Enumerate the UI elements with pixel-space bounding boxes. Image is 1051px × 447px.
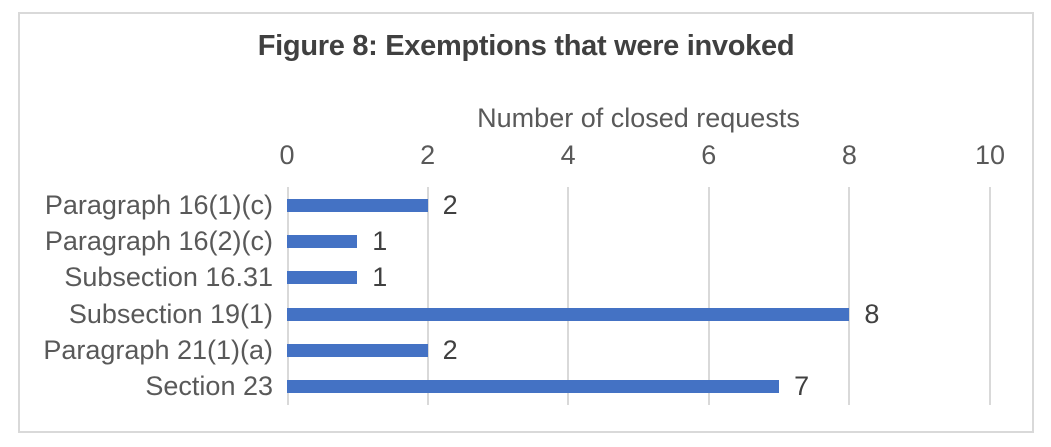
- gridline: [567, 187, 570, 405]
- bar-value-label: 1: [372, 225, 388, 256]
- bar-value-label: 2: [442, 334, 458, 365]
- gridline: [707, 187, 710, 405]
- gridline: [426, 187, 429, 405]
- category-label: Paragraph 16(2)(c): [44, 225, 273, 256]
- bar-value-label: 1: [372, 262, 388, 293]
- y-axis-line: [287, 187, 289, 405]
- category-label: Subsection 19(1): [68, 298, 273, 329]
- x-tick-label: 4: [560, 140, 576, 170]
- x-tick-label: 10: [974, 140, 1006, 170]
- x-tick-label: 0: [279, 140, 295, 170]
- gridline: [989, 187, 991, 405]
- bar-value-label: 2: [442, 189, 458, 220]
- bar: [287, 271, 358, 285]
- x-tick-label: 8: [841, 140, 857, 170]
- chart-figure: Figure 8: Exemptions that were invoked N…: [18, 12, 1034, 433]
- category-label: Section 23: [145, 371, 273, 402]
- x-tick-label: 2: [420, 140, 436, 170]
- bar: [287, 307, 850, 321]
- plot-area: 2 1 1 8 2 7: [287, 187, 991, 405]
- category-label: Paragraph 21(1)(a): [43, 334, 273, 365]
- bar: [287, 380, 780, 394]
- bar-value-label: 8: [864, 298, 880, 329]
- category-label: Subsection 16.31: [64, 262, 273, 293]
- gridline: [848, 187, 851, 405]
- category-label: Paragraph 16(1)(c): [44, 189, 273, 220]
- bar-value-label: 7: [794, 371, 810, 402]
- bar: [287, 235, 358, 248]
- chart-title: Figure 8: Exemptions that were invoked: [257, 30, 795, 62]
- x-tick-label: 6: [701, 140, 717, 170]
- x-axis-title: Number of closed requests: [477, 103, 800, 133]
- bar: [287, 344, 428, 357]
- bar: [287, 198, 428, 212]
